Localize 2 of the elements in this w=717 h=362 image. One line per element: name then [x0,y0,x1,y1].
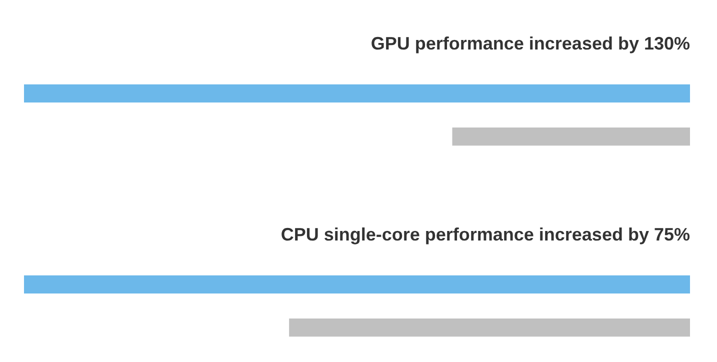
y-tick-label: CPU single-core performance increased by 75% [280,224,690,244]
y-tick-label: GPU performance increased by 130% [370,33,690,54]
